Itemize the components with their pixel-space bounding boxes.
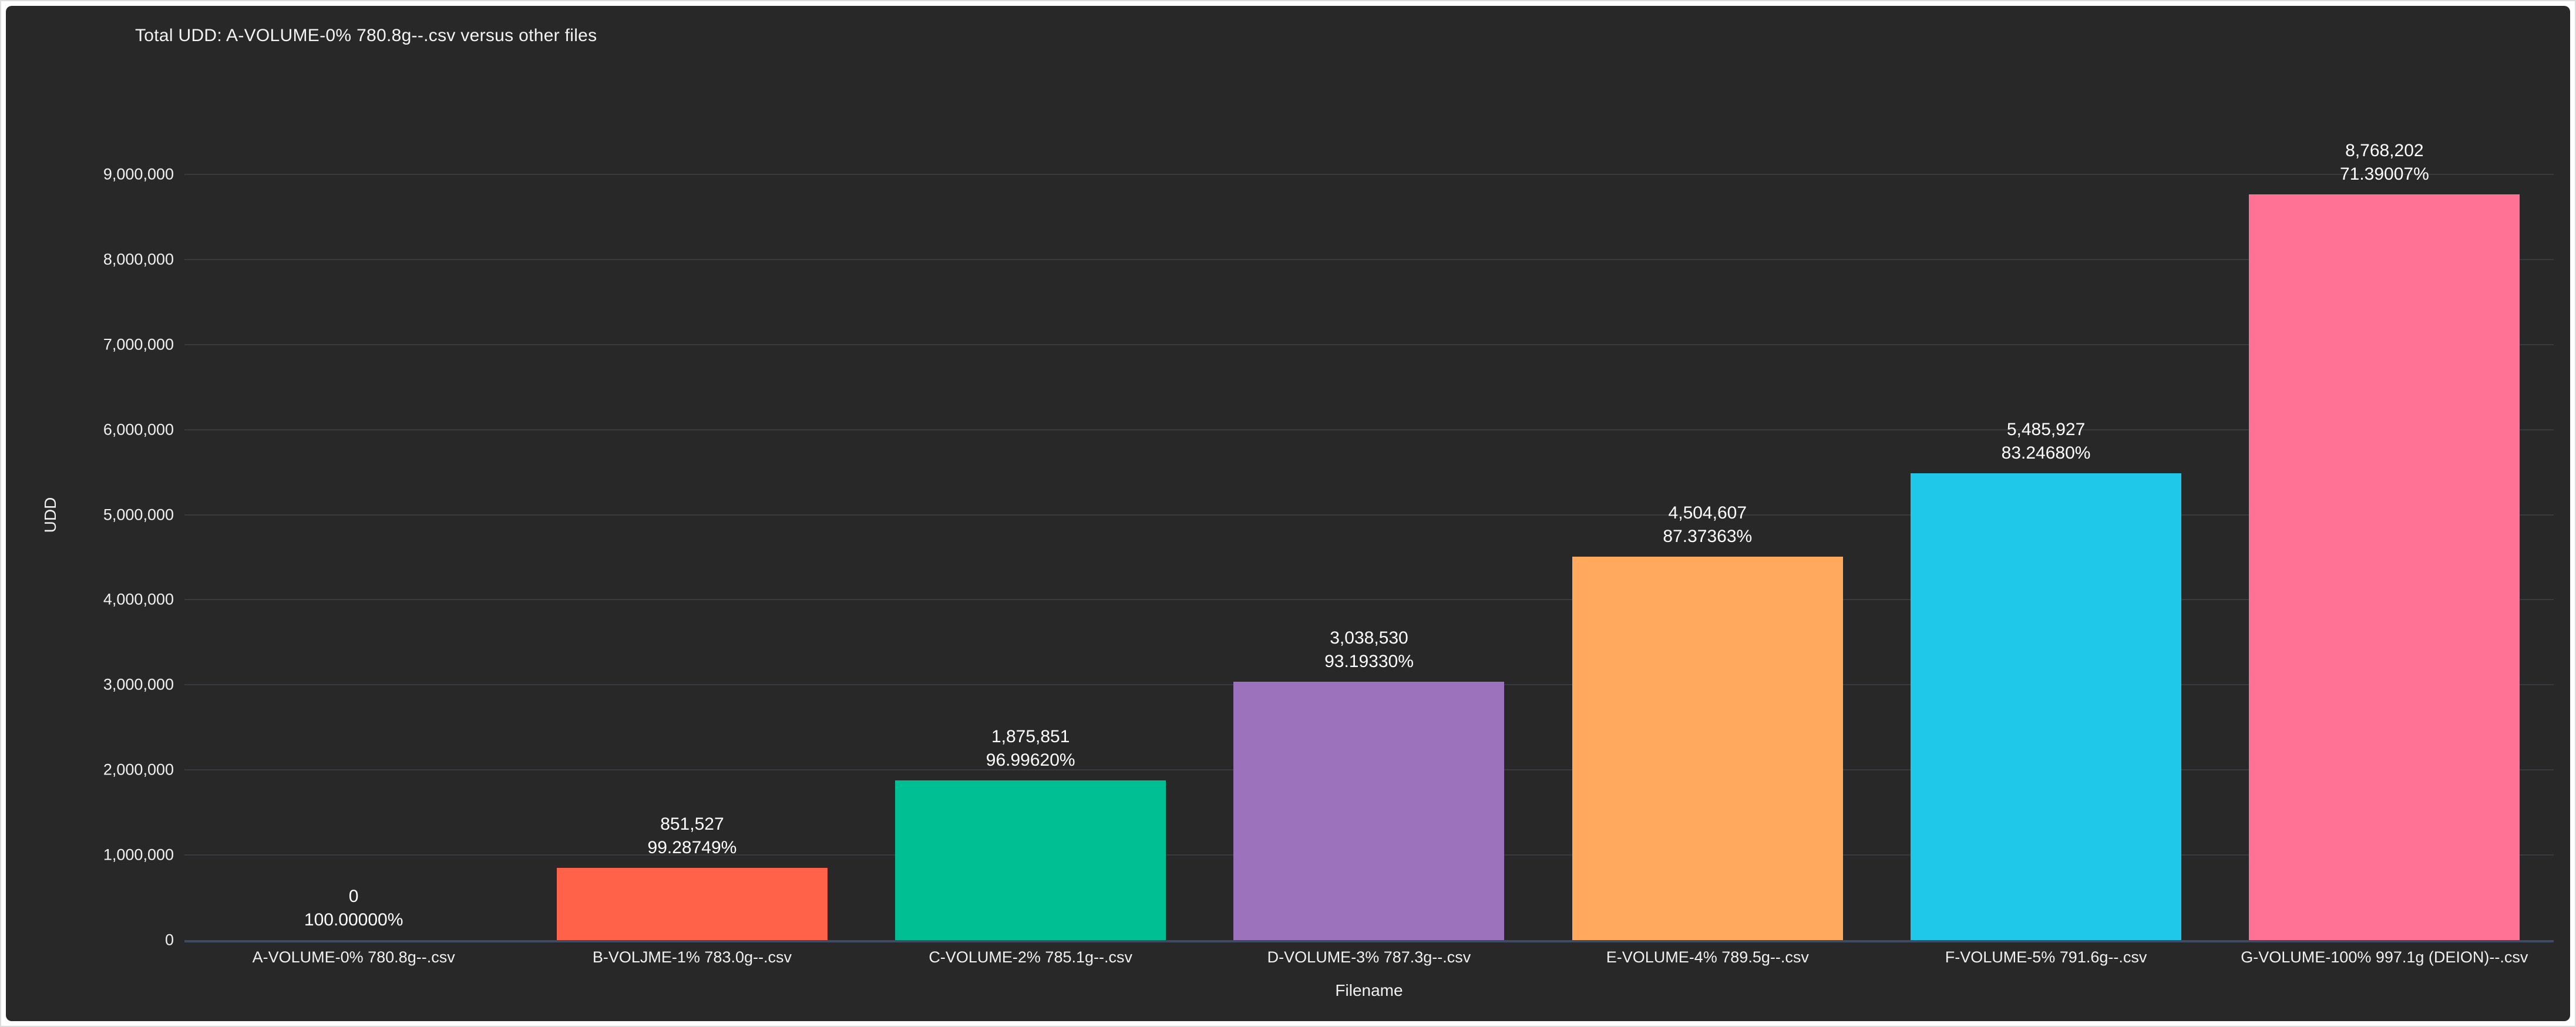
y-tick-label: 9,000,000 xyxy=(103,165,174,183)
bar-value: 4,504,607 xyxy=(1668,503,1747,523)
x-tick-label: B-VOLJME-1% 783.0g--.csv xyxy=(592,948,792,966)
plot-area[interactable]: UDD Filename 0 1,000,000 2,000,000 3,000,00… xyxy=(41,89,2554,999)
chart-title: Total UDD: A-VOLUME-0% 780.8g--.csv vers… xyxy=(135,26,597,45)
bar-percent: 83.24680% xyxy=(2001,443,2091,463)
chart-panel: Total UDD: A-VOLUME-0% 780.8g--.csv vers… xyxy=(6,6,2570,1021)
bar-value-label: 1,875,851 96.99620% xyxy=(986,725,1075,772)
bar[interactable] xyxy=(2249,194,2520,940)
bar-value-label: 8,768,202 71.39007% xyxy=(2340,139,2429,186)
y-axis-title: UDD xyxy=(41,497,59,533)
bar-value: 851,527 xyxy=(660,814,724,834)
bar-value-label: 0 100.00000% xyxy=(304,885,403,932)
bar-percent: 96.99620% xyxy=(986,750,1075,770)
y-tick-label: 4,000,000 xyxy=(103,590,174,608)
y-tick-label: 7,000,000 xyxy=(103,335,174,353)
bar-slot: 851,527 99.28749% B-VOLJME-1% 783.0g--.csv xyxy=(523,89,861,966)
x-tick-label: G-VOLUME-100% 997.1g (DEION)--.csv xyxy=(2241,948,2528,966)
y-tick-label: 5,000,000 xyxy=(103,506,174,523)
x-tick-label: F-VOLUME-5% 791.6g--.csv xyxy=(1945,948,2147,966)
y-tick-label: 2,000,000 xyxy=(103,760,174,779)
bar-slot: 3,038,530 93.19330% D-VOLUME-3% 787.3g--.c… xyxy=(1200,89,1538,966)
bar[interactable] xyxy=(1911,473,2182,940)
bar[interactable] xyxy=(1572,557,1843,940)
bar-value-label: 5,485,927 83.24680% xyxy=(2002,418,2091,465)
y-tick-label: 0 xyxy=(164,931,174,949)
x-tick-label: D-VOLUME-3% 787.3g--.csv xyxy=(1267,948,1471,966)
bar-slot: 0 100.00000% A-VOLUME-0% 780.8g--.csv xyxy=(184,89,523,966)
bar-percent: 100.00000% xyxy=(304,910,403,930)
bar-value: 0 xyxy=(348,887,359,906)
bar-slot: 8,768,202 71.39007% G-VOLUME-100% 997.1g (… xyxy=(2215,89,2554,967)
bar-percent: 93.19330% xyxy=(1324,651,1414,671)
bar[interactable] xyxy=(1233,681,1505,940)
bar-value: 3,038,530 xyxy=(1330,628,1408,648)
gridline xyxy=(184,599,2554,601)
bar-value: 5,485,927 xyxy=(2006,420,2086,440)
y-tick-label: 3,000,000 xyxy=(103,675,174,693)
bar-percent: 99.28749% xyxy=(647,837,737,857)
bar[interactable] xyxy=(895,780,1166,940)
y-tick-label: 1,000,000 xyxy=(103,846,174,864)
bar-slot: 4,504,607 87.37363% E-VOLUME-4% 789.5g--.c… xyxy=(1538,89,1876,966)
y-tick-label: 6,000,000 xyxy=(103,420,174,439)
gridline xyxy=(184,258,2554,260)
bar-value: 8,768,202 xyxy=(2345,140,2424,160)
bar-value-label: 3,038,530 93.19330% xyxy=(1324,627,1414,674)
gridline xyxy=(184,173,2554,175)
bar-value-label: 4,504,607 87.37363% xyxy=(1663,501,1752,548)
bar-slot: 1,875,851 96.99620% C-VOLUME-2% 785.1g--.c… xyxy=(862,89,1200,966)
x-tick-label: A-VOLUME-0% 780.8g--.csv xyxy=(252,948,455,966)
bar-value-label: 851,527 99.28749% xyxy=(648,813,737,860)
gridline xyxy=(184,344,2554,345)
x-tick-label: C-VOLUME-2% 785.1g--.csv xyxy=(929,948,1133,966)
bar-percent: 71.39007% xyxy=(2339,164,2429,184)
gridline xyxy=(184,514,2554,516)
bar[interactable] xyxy=(556,867,828,940)
bar-percent: 87.37363% xyxy=(1663,527,1753,547)
x-axis-title: Filename xyxy=(1335,981,1403,999)
x-tick-label: E-VOLUME-4% 789.5g--.csv xyxy=(1606,948,1809,966)
bar-slot: 5,485,927 83.24680% F-VOLUME-5% 791.6g--.c… xyxy=(1876,89,2215,966)
gridline xyxy=(184,429,2554,430)
bar-value: 1,875,851 xyxy=(991,727,1070,747)
y-tick-label: 8,000,000 xyxy=(103,250,174,268)
